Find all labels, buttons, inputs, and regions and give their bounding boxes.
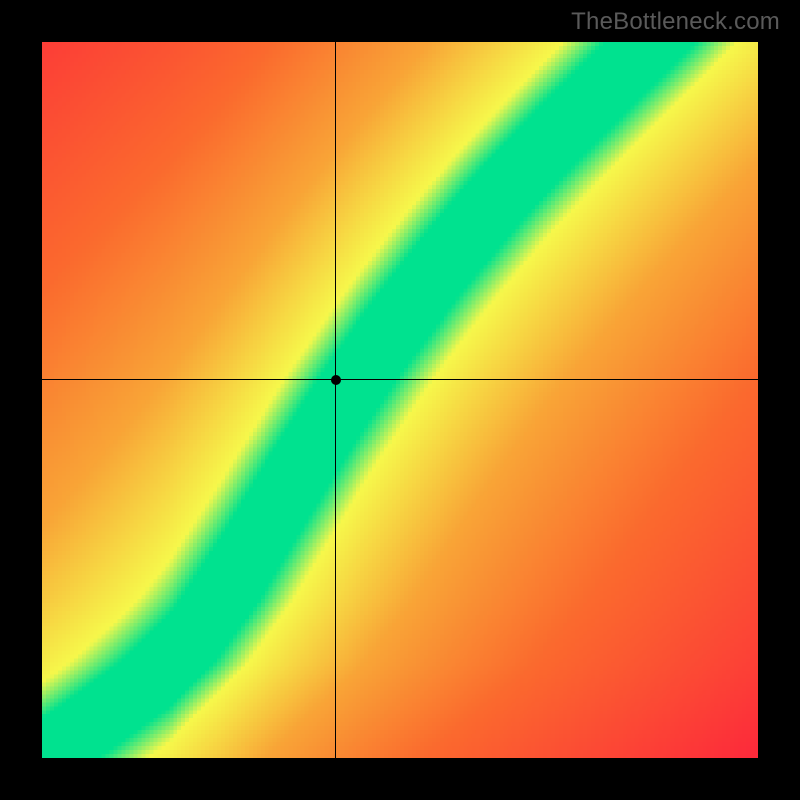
crosshair-horizontal: [42, 379, 758, 380]
plot-area: [42, 42, 758, 758]
crosshair-marker: [331, 375, 341, 385]
heatmap-canvas: [42, 42, 758, 758]
watermark-text: TheBottleneck.com: [571, 8, 780, 36]
chart-container: TheBottleneck.com: [0, 0, 800, 800]
crosshair-vertical: [335, 42, 336, 758]
